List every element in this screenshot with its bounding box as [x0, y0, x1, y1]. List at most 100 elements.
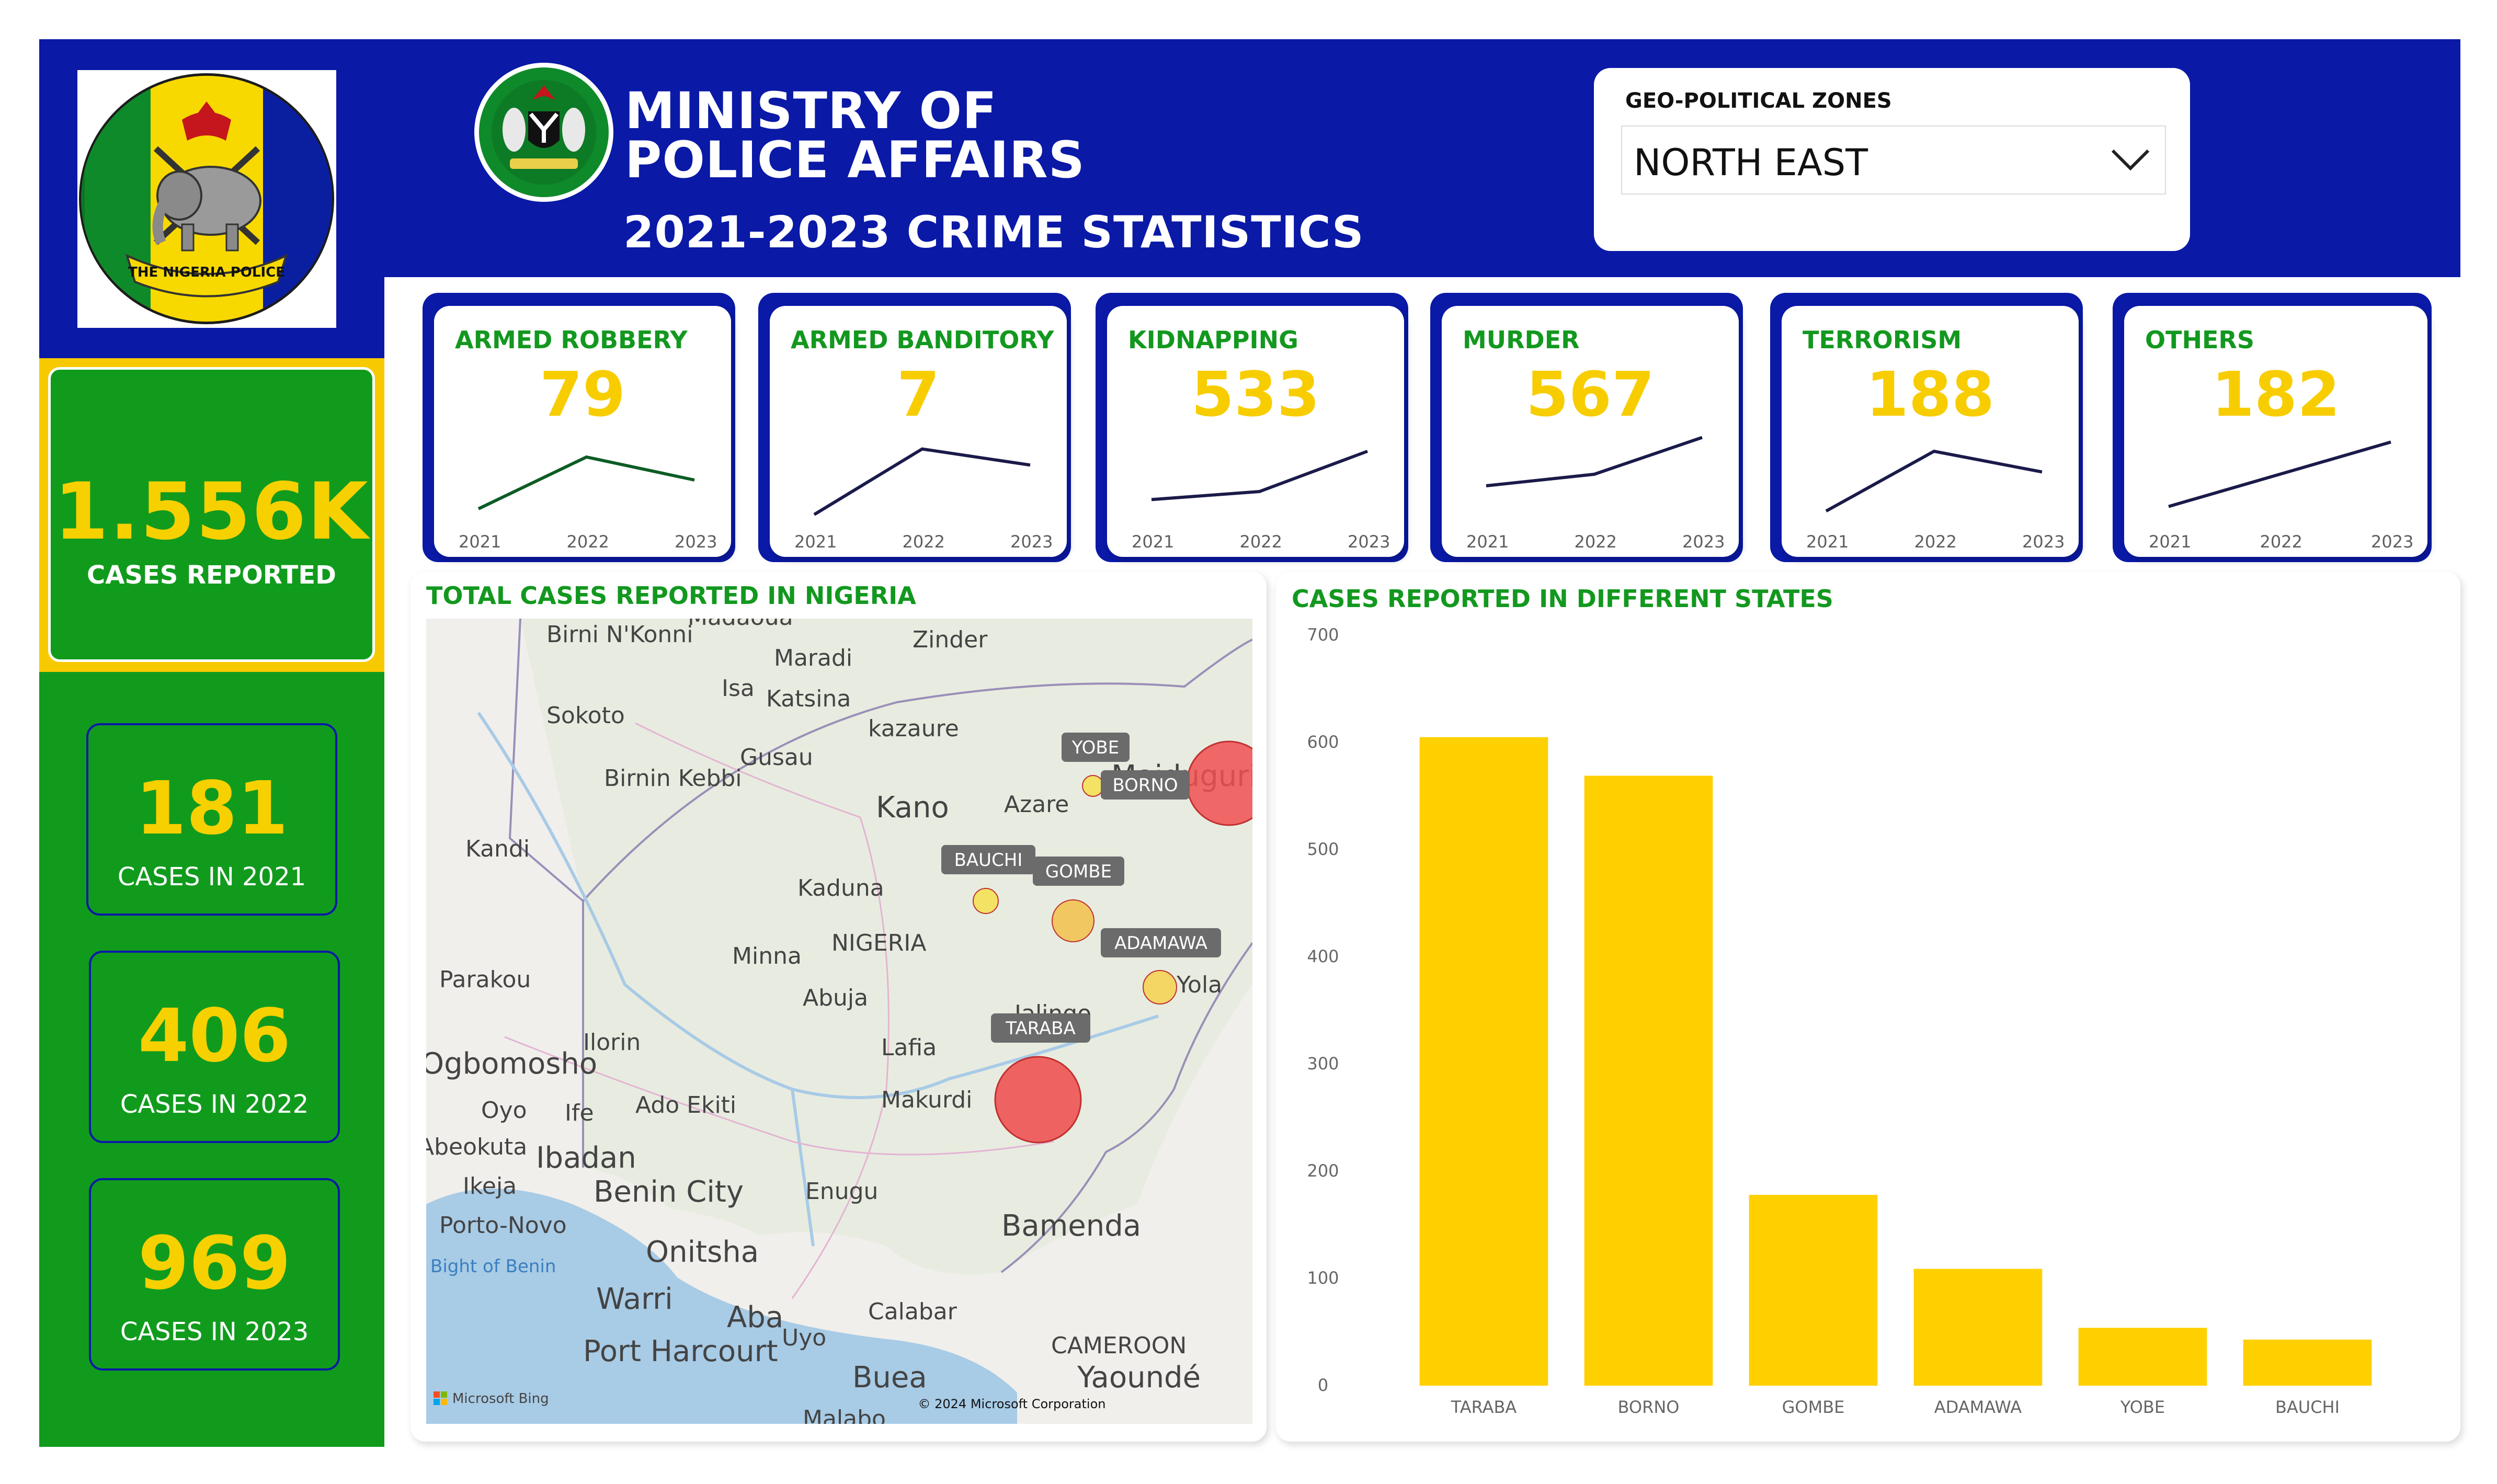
state-label: TARABA: [1005, 1018, 1075, 1039]
state-label: BORNO: [1112, 775, 1178, 796]
y-tick-label: 100: [1307, 1268, 1339, 1288]
kpi-year-label: 2022: [1574, 532, 1617, 552]
bar[interactable]: [1419, 737, 1548, 1386]
kpi-sparkline: [1486, 436, 1703, 487]
chevron-down-icon: [2111, 149, 2150, 171]
y-tick-label: 700: [1307, 625, 1339, 645]
kpi-card[interactable]: MURDER 567 2021 2022 2023: [1442, 306, 1739, 557]
svg-text:THE NIGERIA POLICE: THE NIGERIA POLICE: [128, 265, 285, 280]
y-tick-label: 400: [1307, 946, 1339, 966]
kpi-card[interactable]: ARMED ROBBERY 79 2021 2022 2023: [434, 306, 731, 557]
kpi-title: KIDNAPPING: [1128, 326, 1298, 354]
nigeria-map[interactable]: Birni N'KonniMadaoua Maradi Zinder Sokoto Is…: [426, 619, 1252, 1424]
map-place-label: Parakou: [439, 966, 531, 993]
river-south: [791, 1089, 815, 1247]
cases-2021-label: CASES IN 2021: [117, 862, 306, 892]
bar[interactable]: [1913, 1269, 2043, 1386]
bar[interactable]: [1749, 1195, 1878, 1386]
map-place-label: Madaoua: [688, 619, 793, 631]
ministry-title-line2: POLICE AFFAIRS: [625, 131, 1085, 189]
state-bubble[interactable]: [994, 1056, 1082, 1144]
kpi-year-label: 2022: [2260, 532, 2302, 552]
map-place-label: Oyo: [481, 1097, 527, 1124]
state-label: ADAMAWA: [1114, 933, 1207, 954]
map-place-label: NIGERIA: [831, 930, 926, 956]
map-place-label: Lafia: [881, 1034, 937, 1061]
zones-dropdown-value: NORTH EAST: [1634, 141, 1868, 184]
zones-dropdown[interactable]: NORTH EAST: [1621, 125, 2166, 195]
kpi-year-label: 2021: [1466, 532, 1509, 552]
map-place-label: Abuja: [803, 985, 868, 1011]
map-place-label: Uyo: [782, 1325, 826, 1351]
map-place-label: Calabar: [868, 1298, 957, 1325]
cases-2021-card[interactable]: 181 CASES IN 2021: [86, 723, 337, 916]
kpi-year-label: 2022: [1239, 532, 1282, 552]
state-label-box: [1101, 928, 1221, 957]
map-place-label: Katsina: [766, 686, 851, 712]
map-canvas: Birni N'KonniMadaoua Maradi Zinder Sokoto Is…: [426, 619, 1252, 1424]
kpi-year-label: 2021: [459, 532, 501, 552]
x-tick-label: ADAMAWA: [1934, 1397, 2022, 1417]
kpi-card[interactable]: KIDNAPPING 533 2021 2022 2023: [1107, 306, 1404, 557]
map-place-label: Minna: [732, 943, 802, 969]
kpi-value: 188: [1865, 358, 1995, 430]
kpi-year-label: 2021: [2149, 532, 2192, 552]
kpi-sparkline: [477, 455, 695, 510]
x-tick-label: TARABA: [1451, 1397, 1517, 1417]
map-place-label: Abeokuta: [426, 1134, 527, 1160]
map-place-label: Gusau: [740, 744, 813, 771]
map-place-label: Aba: [727, 1300, 783, 1334]
map-place-label: Yaoundé: [1077, 1361, 1201, 1395]
place-labels: Birni N'KonniMadaoua Maradi Zinder Sokoto Is…: [426, 619, 1252, 1424]
sparkline-line: [2168, 440, 2391, 508]
state-bubbles: YOBE BORNO BAUCHI GOMBE ADAMAWA TARABA: [941, 733, 1252, 1144]
total-cases-value: 1.556K: [54, 466, 369, 557]
map-place-label: Bamenda: [1001, 1209, 1141, 1243]
page-subtitle: 2021-2023 CRIME STATISTICS: [623, 207, 1364, 258]
ministry-title: MINISTRY OF POLICE AFFAIRS: [625, 86, 1085, 185]
police-logo: THE NIGERIA POLICE: [77, 70, 336, 328]
ministry-title-line1: MINISTRY OF: [625, 82, 997, 140]
kpi-year-label: 2023: [675, 532, 717, 552]
state-label-box: [941, 845, 1035, 874]
kpi-value: 533: [1191, 358, 1320, 430]
kpi-year-label: 2021: [1132, 532, 1175, 552]
state-label-box: [991, 1013, 1090, 1043]
kpi-title: ARMED ROBBERY: [455, 326, 688, 354]
map-place-label: Ikeja: [463, 1173, 517, 1200]
map-place-label: Enugu: [805, 1178, 878, 1205]
road-1: [635, 722, 890, 1299]
map-place-label: Ilorin: [583, 1029, 641, 1056]
bar[interactable]: [2078, 1328, 2207, 1386]
kpi-year-label: 2022: [1914, 532, 1957, 552]
bar-chart[interactable]: 0 100 200 300 400 500 600 700 TARABA BORNO GOMBE AD…: [1276, 612, 2458, 1428]
cases-2023-card[interactable]: 969 CASES IN 2023: [89, 1178, 340, 1371]
total-cases-card[interactable]: 1.556K CASES REPORTED: [48, 367, 375, 662]
cases-2022-value: 406: [138, 994, 291, 1079]
total-cases-label: CASES REPORTED: [87, 561, 336, 590]
cases-2022-label: CASES IN 2022: [120, 1090, 309, 1119]
map-place-label: Maradi: [774, 645, 852, 671]
cases-2022-card[interactable]: 406 CASES IN 2022: [89, 951, 340, 1143]
kpi-title: OTHERS: [2145, 326, 2254, 354]
kpi-card[interactable]: ARMED BANDITORY 7 2021 2022 2023: [770, 306, 1067, 557]
bar[interactable]: [1584, 775, 1713, 1386]
map-place-label: Ado Ekiti: [635, 1092, 736, 1118]
kpi-year-label: 2023: [1682, 532, 1725, 552]
state-bubble[interactable]: [1052, 899, 1094, 942]
kpi-card[interactable]: TERRORISM 188 2021 2022 2023: [1782, 306, 2079, 557]
map-place-label: Port Harcourt: [583, 1334, 778, 1368]
map-place-label: Birni N'Konni: [546, 621, 693, 648]
map-place-label: Azare: [1004, 791, 1069, 818]
state-bubble[interactable]: [1143, 970, 1177, 1004]
map-place-label: Sokoto: [546, 702, 625, 729]
map-place-label: Ogbomosho: [426, 1047, 597, 1081]
sparkline-line: [1151, 450, 1369, 501]
state-bubble[interactable]: [973, 888, 999, 914]
state-bubble[interactable]: [1082, 775, 1104, 797]
border-west: [508, 619, 584, 1168]
kpi-card[interactable]: OTHERS 182 2021 2022 2023: [2124, 306, 2427, 557]
x-tick-label: YOBE: [2120, 1397, 2165, 1417]
kpi-sparkline: [2168, 440, 2391, 508]
bar[interactable]: [2243, 1339, 2372, 1386]
